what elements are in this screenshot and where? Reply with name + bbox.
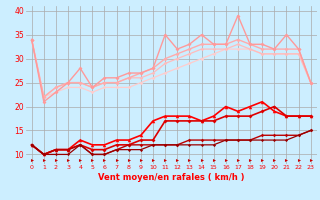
X-axis label: Vent moyen/en rafales ( km/h ): Vent moyen/en rafales ( km/h ) bbox=[98, 173, 244, 182]
